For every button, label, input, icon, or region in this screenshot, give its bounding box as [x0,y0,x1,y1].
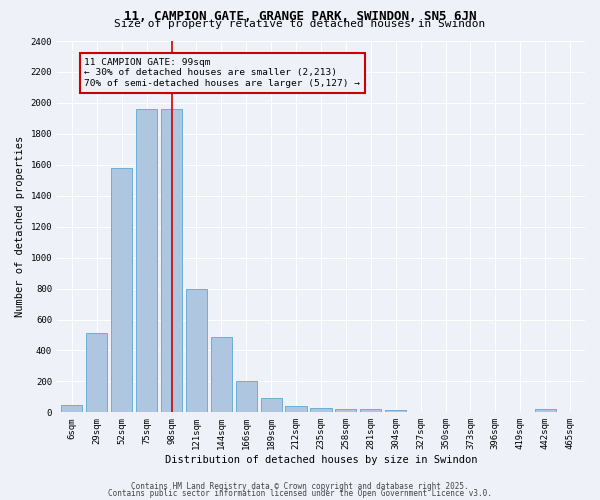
Bar [86,334,107,412]
Bar [310,408,332,412]
Bar [186,288,207,412]
Text: Contains HM Land Registry data © Crown copyright and database right 2025.: Contains HM Land Registry data © Crown c… [131,482,469,491]
Bar [111,168,132,412]
Bar [535,409,556,412]
Bar [286,406,307,412]
Bar [211,336,232,412]
Text: Contains public sector information licensed under the Open Government Licence v3: Contains public sector information licen… [108,488,492,498]
Text: 11, CAMPION GATE, GRANGE PARK, SWINDON, SN5 6JN: 11, CAMPION GATE, GRANGE PARK, SWINDON, … [124,10,476,23]
Text: Size of property relative to detached houses in Swindon: Size of property relative to detached ho… [115,19,485,29]
Bar [161,109,182,412]
Bar [360,409,382,412]
Bar [236,382,257,412]
X-axis label: Distribution of detached houses by size in Swindon: Distribution of detached houses by size … [165,455,477,465]
Bar [260,398,282,412]
Bar [61,404,82,412]
Y-axis label: Number of detached properties: Number of detached properties [15,136,25,318]
Text: 11 CAMPION GATE: 99sqm
← 30% of detached houses are smaller (2,213)
70% of semi-: 11 CAMPION GATE: 99sqm ← 30% of detached… [85,58,361,88]
Bar [136,109,157,412]
Bar [335,409,356,412]
Bar [385,410,406,412]
